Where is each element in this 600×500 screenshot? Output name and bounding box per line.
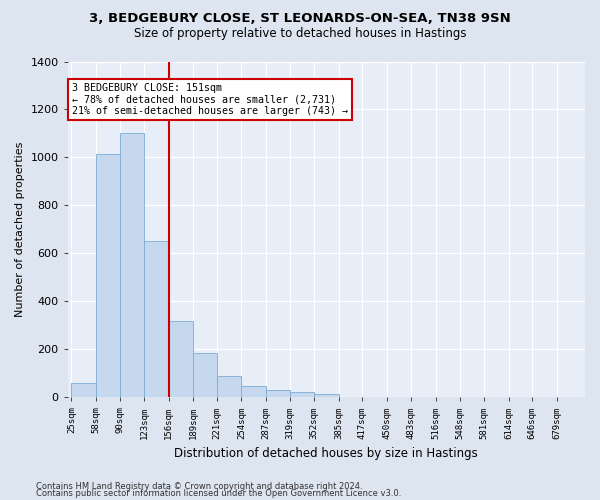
Y-axis label: Number of detached properties: Number of detached properties bbox=[15, 142, 25, 317]
Text: 3, BEDGEBURY CLOSE, ST LEONARDS-ON-SEA, TN38 9SN: 3, BEDGEBURY CLOSE, ST LEONARDS-ON-SEA, … bbox=[89, 12, 511, 26]
Bar bbox=[169, 320, 193, 398]
Text: 3 BEDGEBURY CLOSE: 151sqm
← 78% of detached houses are smaller (2,731)
21% of se: 3 BEDGEBURY CLOSE: 151sqm ← 78% of detac… bbox=[72, 83, 348, 116]
Bar bbox=[217, 376, 241, 398]
Bar bbox=[119, 134, 144, 398]
Bar bbox=[290, 392, 314, 398]
Text: Contains public sector information licensed under the Open Government Licence v3: Contains public sector information licen… bbox=[36, 490, 401, 498]
X-axis label: Distribution of detached houses by size in Hastings: Distribution of detached houses by size … bbox=[175, 447, 478, 460]
Text: Size of property relative to detached houses in Hastings: Size of property relative to detached ho… bbox=[134, 28, 466, 40]
Bar bbox=[144, 242, 169, 398]
Bar bbox=[241, 386, 266, 398]
Bar bbox=[266, 390, 290, 398]
Text: Contains HM Land Registry data © Crown copyright and database right 2024.: Contains HM Land Registry data © Crown c… bbox=[36, 482, 362, 491]
Bar bbox=[314, 394, 338, 398]
Bar bbox=[193, 353, 217, 398]
Bar bbox=[71, 383, 96, 398]
Bar bbox=[96, 154, 119, 398]
